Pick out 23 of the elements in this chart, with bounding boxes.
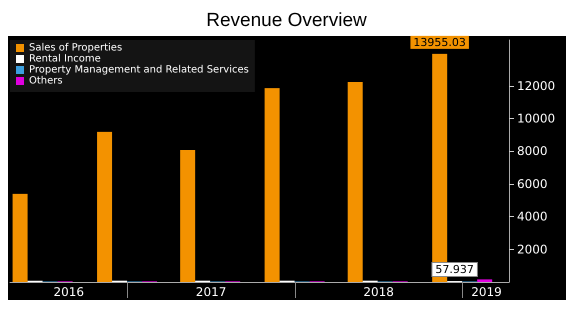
legend-label: Others <box>29 76 63 86</box>
y-tick-label: 8000 <box>517 144 548 158</box>
y-tick-label: 10000 <box>517 111 556 126</box>
x-tick-label: 2019 <box>471 285 502 299</box>
bar <box>97 132 112 282</box>
legend-label: Property Management and Related Services <box>29 64 249 76</box>
bar <box>477 279 492 282</box>
x-tick-label: 2016 <box>53 285 84 299</box>
bar <box>348 82 363 282</box>
x-tick-label: 2017 <box>196 285 226 299</box>
bar <box>264 88 280 282</box>
y-tick-label: 2000 <box>517 242 548 256</box>
legend-label: Rental Income <box>29 54 101 64</box>
bar <box>12 194 28 282</box>
chart-title: Revenue Overview <box>206 10 368 31</box>
y-tick-label: 6000 <box>517 176 548 191</box>
x-tick-label: 2018 <box>363 285 394 299</box>
y-tick-label: 4000 <box>517 210 548 224</box>
data-label: 13955.03 <box>413 36 466 49</box>
data-label: 57.937 <box>435 263 474 276</box>
bar <box>180 150 196 282</box>
y-tick-label: 12000 <box>517 78 556 93</box>
legend-label: Sales of Properties <box>29 42 122 54</box>
